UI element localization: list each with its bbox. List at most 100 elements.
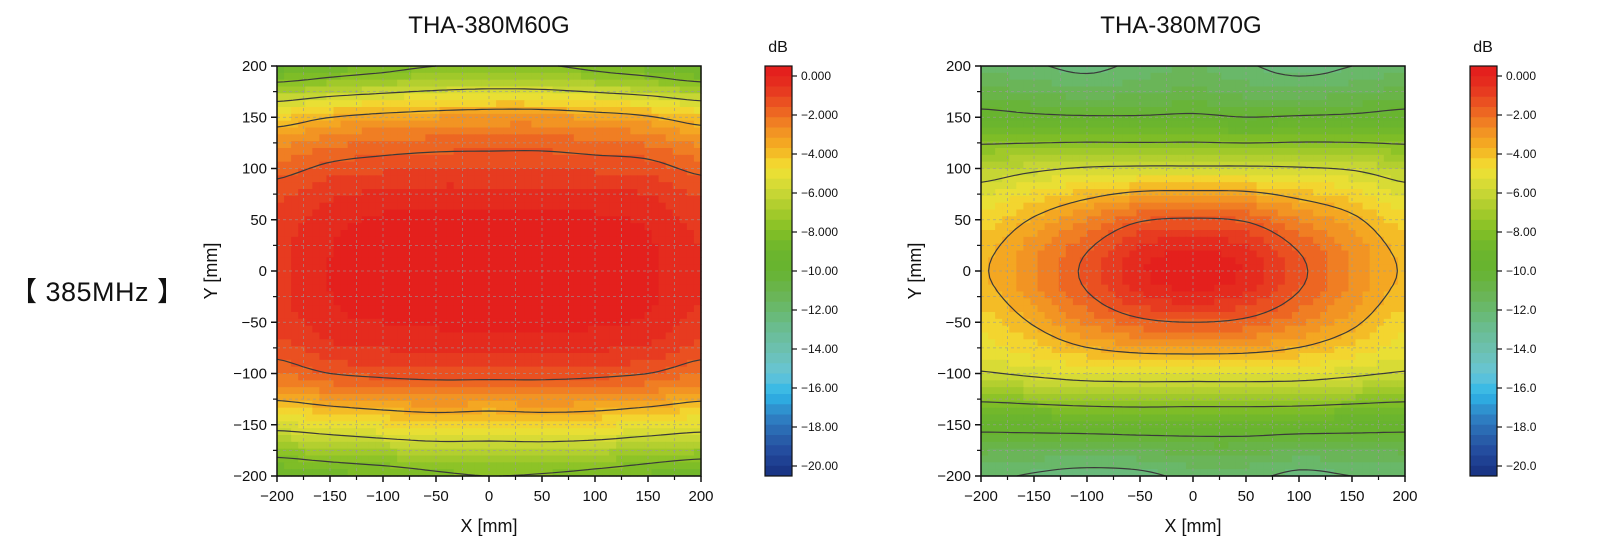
heatmap-cell: [1291, 79, 1300, 88]
heatmap-cell: [1284, 175, 1293, 183]
heatmap-cell: [319, 325, 328, 334]
heatmap-cell: [354, 380, 363, 388]
colorbar-band: [765, 219, 792, 231]
heatmap-cell: [559, 387, 568, 395]
heatmap-cell: [602, 216, 610, 224]
heatmap-cell: [1383, 93, 1392, 101]
heatmap-cell: [1221, 120, 1229, 129]
heatmap-cell: [467, 305, 476, 313]
heatmap-cell: [580, 93, 589, 101]
heatmap-cell: [284, 195, 292, 204]
heatmap-cell: [354, 455, 363, 463]
heatmap-cell: [298, 441, 306, 450]
heatmap-cell: [1122, 168, 1130, 176]
heatmap-cell: [630, 325, 638, 334]
heatmap-cell: [665, 462, 674, 470]
heatmap-cell: [1051, 189, 1060, 197]
heatmap-cell: [552, 291, 561, 299]
heatmap-cell: [383, 243, 391, 252]
heatmap-cell: [312, 298, 320, 306]
heatmap-cell: [326, 421, 335, 429]
heatmap-cell: [312, 243, 320, 252]
heatmap-cell: [418, 250, 426, 258]
heatmap-cell: [658, 353, 667, 361]
heatmap-cell: [467, 161, 476, 170]
heatmap-cell: [1002, 141, 1010, 149]
heatmap-cell: [1030, 161, 1039, 170]
heatmap-cell: [503, 305, 511, 313]
heatmap-cell: [1277, 175, 1286, 183]
heatmap-cell: [1129, 93, 1138, 101]
heatmap-cell: [693, 387, 702, 395]
heatmap-cell: [1306, 134, 1314, 142]
heatmap-cell: [277, 113, 285, 122]
heatmap-cell: [693, 182, 702, 190]
heatmap-cell: [1313, 79, 1321, 88]
heatmap-cell: [686, 394, 695, 402]
heatmap-cell: [1164, 72, 1173, 81]
heatmap-cell: [665, 332, 674, 340]
heatmap-cell: [1115, 148, 1123, 156]
heatmap-cell: [693, 325, 702, 334]
heatmap-cell: [347, 72, 356, 81]
heatmap-cell: [517, 168, 525, 176]
heatmap-cell: [552, 202, 561, 211]
heatmap-cell: [298, 154, 306, 163]
heatmap-cell: [616, 141, 624, 149]
heatmap-cell: [1185, 93, 1194, 101]
heatmap-cell: [284, 414, 292, 422]
heatmap-cell: [1150, 182, 1159, 190]
heatmap-cell: [1079, 189, 1088, 197]
heatmap-cell: [538, 271, 547, 279]
heatmap-cell: [1122, 134, 1130, 142]
heatmap-cell: [1362, 175, 1371, 183]
heatmap-cell: [602, 66, 610, 74]
heatmap-cell: [425, 407, 434, 416]
colorbar-band: [765, 332, 792, 344]
heatmap-cell: [298, 448, 306, 457]
heatmap-cell: [404, 462, 412, 470]
heatmap-cell: [489, 257, 497, 265]
heatmap-cell: [1249, 127, 1258, 135]
heatmap-cell: [397, 195, 405, 204]
heatmap-cell: [1355, 195, 1364, 204]
heatmap-cell: [474, 353, 483, 361]
heatmap-cell: [609, 312, 617, 320]
heatmap-cell: [347, 257, 356, 265]
heatmap-cell: [510, 325, 518, 334]
heatmap-cell: [1058, 168, 1067, 176]
heatmap-cell: [1051, 175, 1060, 183]
heatmap-cell: [1122, 161, 1130, 170]
heatmap-cell: [368, 161, 377, 170]
heatmap-cell: [587, 243, 596, 252]
heatmap-cell: [1221, 107, 1229, 115]
heatmap-cell: [630, 380, 638, 388]
heatmap-cell: [538, 120, 547, 129]
heatmap-cell: [587, 380, 596, 388]
heatmap-cell: [305, 182, 313, 190]
heatmap-cell: [545, 107, 554, 115]
heatmap-cell: [609, 366, 617, 375]
heatmap-cell: [1334, 141, 1342, 149]
heatmap-cell: [397, 284, 405, 293]
heatmap-cell: [1108, 189, 1116, 197]
heatmap-cell: [368, 216, 377, 224]
heatmap-cell: [1044, 189, 1053, 197]
heatmap-cell: [312, 373, 320, 381]
heatmap-cell: [1115, 72, 1123, 81]
heatmap-cell: [1348, 182, 1357, 190]
heatmap-cell: [312, 189, 320, 197]
heatmap-cell: [305, 435, 313, 443]
heatmap-cell: [1037, 154, 1046, 163]
heatmap-cell: [595, 469, 603, 477]
heatmap-cell: [693, 134, 702, 142]
heatmap-cell: [496, 175, 504, 183]
heatmap-cell: [1362, 141, 1371, 149]
heatmap-cell: [1094, 127, 1102, 135]
heatmap-cell: [333, 250, 342, 258]
heatmap-cell: [397, 250, 405, 258]
heatmap-cell: [375, 230, 384, 238]
heatmap-cell: [432, 127, 441, 135]
heatmap-cell: [1164, 202, 1173, 211]
heatmap-cell: [340, 332, 349, 340]
